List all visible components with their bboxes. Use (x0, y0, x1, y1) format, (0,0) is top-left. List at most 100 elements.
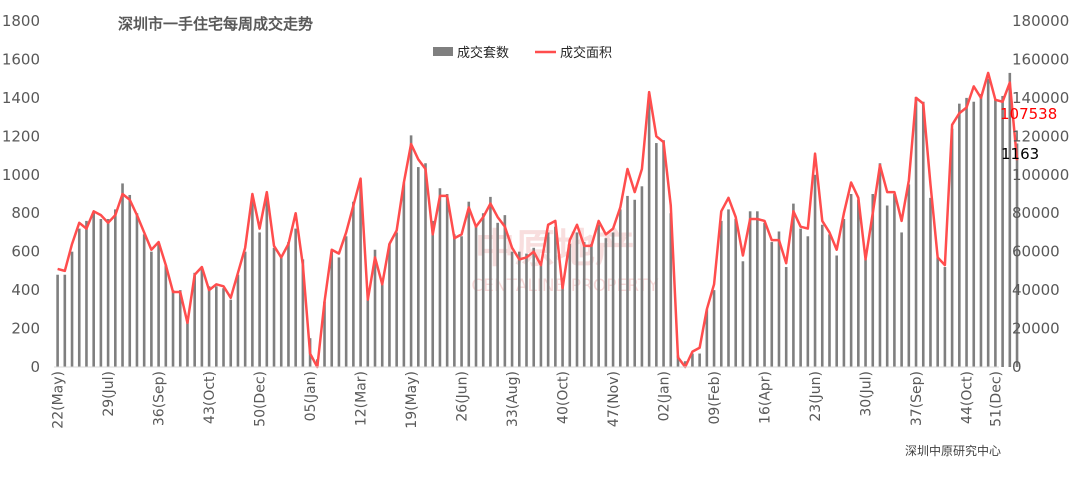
bar-week (178, 290, 182, 367)
bar-week (431, 220, 435, 367)
y-right-tick-label: 80000 (1012, 204, 1060, 222)
bar-week (301, 259, 305, 367)
bar-week (272, 247, 276, 367)
bar-week (164, 265, 168, 367)
bar-week (186, 317, 189, 367)
bar-week (777, 231, 781, 367)
bar-week (380, 282, 384, 367)
bar-week (467, 201, 471, 367)
bar-week (669, 213, 673, 367)
bar-week (417, 167, 420, 367)
bar-week (864, 259, 867, 367)
bar-week (633, 199, 637, 367)
bar-week (929, 197, 932, 367)
bar-week (489, 196, 492, 367)
bar-week (402, 182, 406, 367)
y-left-tick-label: 1600 (2, 50, 40, 68)
bar-week (611, 232, 615, 367)
y-left-tick-label: 1200 (2, 127, 40, 145)
area-line (57, 71, 1019, 369)
y-right-tick-label: 0 (1012, 358, 1022, 376)
bar-week (618, 209, 622, 367)
bar-week (828, 234, 831, 367)
bar-week (979, 94, 983, 367)
y-right-tick-label: 100000 (1012, 166, 1069, 184)
bar-week (972, 101, 976, 367)
bar-week (835, 255, 838, 367)
bar-week (388, 243, 391, 367)
bar-week (691, 353, 694, 367)
bar-series-units (56, 72, 1019, 368)
y-right-tick-label: 120000 (1012, 127, 1069, 145)
bar-week (568, 243, 572, 367)
bar-week (813, 174, 817, 367)
bar-week (517, 251, 521, 367)
bar-week (676, 355, 680, 367)
bar-week (806, 236, 810, 367)
y-right-tick-label: 60000 (1012, 243, 1060, 261)
x-tick-label: 47(Nov) (606, 371, 622, 427)
bar-week (1001, 95, 1004, 367)
bar-week (236, 274, 240, 367)
bar-week (114, 209, 117, 367)
legend-swatch-units (433, 47, 453, 56)
bar-week (958, 103, 961, 367)
bar-week (352, 201, 355, 367)
bar-week (756, 211, 759, 367)
bar-week (893, 194, 896, 367)
y-right-tick-label: 160000 (1012, 50, 1069, 68)
bar-week (265, 194, 269, 367)
y-left-tick-label: 600 (11, 243, 40, 261)
x-axis: 22(May) 29(Jul) 36(Sep) 43(Oct) 50(Dec) 05(Ja… (51, 371, 1005, 429)
y-right-tick-label: 140000 (1012, 89, 1069, 107)
last-units-label: 1163 (1001, 145, 1039, 163)
bar-week (1015, 143, 1019, 367)
x-tick-label: 50(Dec) (253, 371, 269, 427)
y-right-tick-label: 20000 (1012, 320, 1060, 338)
bar-week (878, 163, 882, 367)
chart-title: 深圳市一手住宅每周成交走势 (118, 15, 313, 33)
right-y-axis: 0 20000 40000 60000 80000 100000 120000 140000 1… (1012, 12, 1069, 376)
x-tick-label: 30(Jul) (859, 371, 875, 417)
bar-week (70, 251, 74, 367)
bar-week (727, 209, 730, 367)
bar-week (770, 242, 774, 367)
x-tick-label: 44(Oct) (960, 371, 976, 424)
line-series-area (57, 71, 1019, 369)
bar-week (597, 224, 600, 367)
bar-week (539, 261, 543, 367)
bar-week (532, 247, 536, 367)
bar-week (986, 78, 990, 368)
last-area-label: 107538 (1000, 105, 1057, 123)
x-tick-label: 43(Oct) (202, 371, 218, 424)
bar-week (99, 218, 103, 367)
bar-week (590, 243, 593, 367)
bar-week (582, 242, 586, 367)
bar-week (503, 215, 507, 367)
bar-week (842, 218, 846, 367)
y-right-tick-label: 40000 (1012, 281, 1060, 299)
x-tick-label: 02(Jan) (657, 371, 673, 421)
bar-week (453, 234, 456, 367)
bar-week (640, 186, 644, 367)
bar-week (871, 194, 875, 367)
bar-week (950, 128, 954, 367)
y-right-tick-label: 180000 (1012, 12, 1069, 30)
x-tick-label: 23(Jun) (808, 371, 824, 422)
bar-week (943, 267, 947, 367)
bar-week (554, 226, 557, 367)
bar-week (77, 228, 81, 367)
bar-week (820, 224, 824, 367)
bar-week (792, 203, 795, 367)
bar-week (575, 232, 579, 367)
bar-week (647, 94, 651, 367)
bar-week (150, 251, 153, 367)
watermark: 中原地产 CENTALINE PROPERTY (471, 226, 659, 296)
bar-week (712, 290, 716, 367)
bar-week (279, 255, 283, 367)
legend-label-units: 成交套数 (457, 45, 509, 61)
bar-week (92, 213, 95, 367)
x-tick-label: 05(Jan) (303, 371, 319, 421)
bar-week (395, 232, 398, 367)
